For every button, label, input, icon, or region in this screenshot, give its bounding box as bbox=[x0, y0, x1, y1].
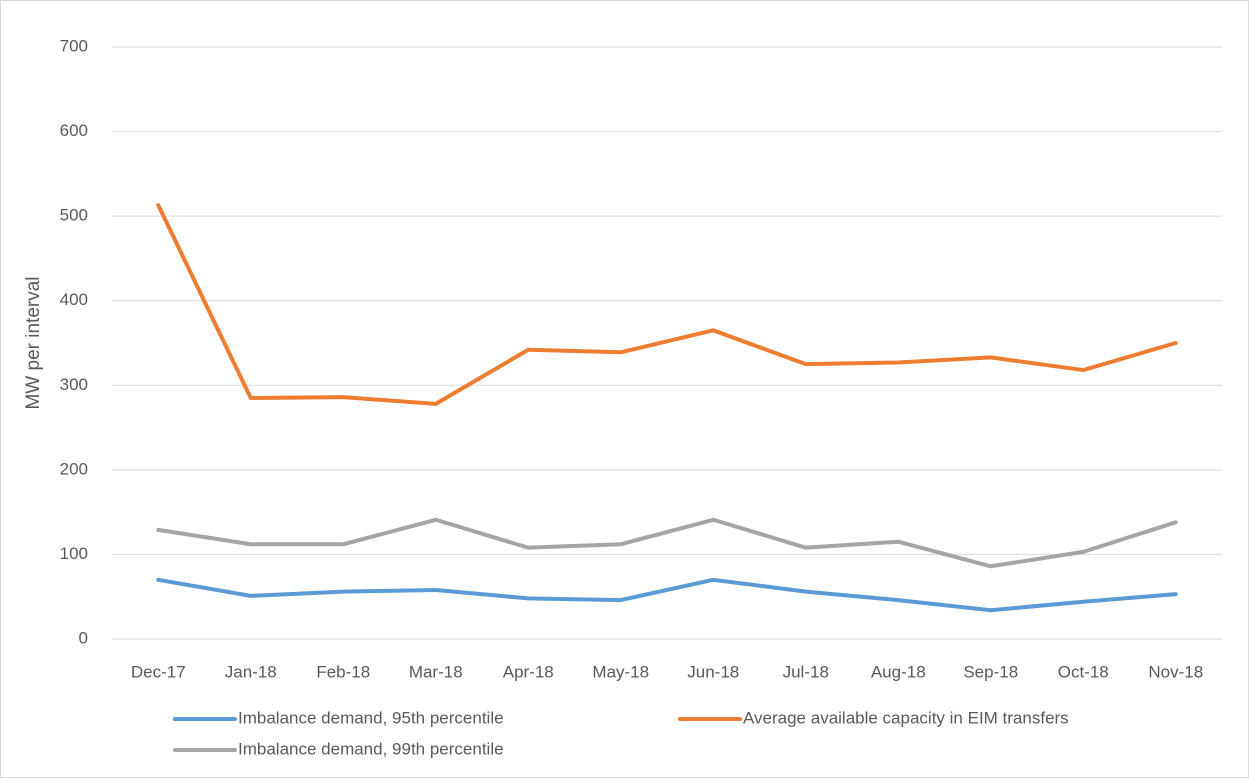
x-tick-label: Sep-18 bbox=[963, 662, 1018, 681]
legend-label: Imbalance demand, 95th percentile bbox=[238, 708, 504, 727]
legend-label: Imbalance demand, 99th percentile bbox=[238, 739, 504, 758]
y-tick-label: 700 bbox=[60, 36, 88, 55]
x-tick-label: Aug-18 bbox=[871, 662, 926, 681]
x-tick-label: Mar-18 bbox=[409, 662, 463, 681]
legend-label: Average available capacity in EIM transf… bbox=[743, 708, 1069, 727]
y-tick-label: 100 bbox=[60, 544, 88, 563]
series-line bbox=[156, 577, 1178, 613]
x-tick-label: May-18 bbox=[592, 662, 649, 681]
x-tick-label: Jan-18 bbox=[225, 662, 277, 681]
x-tick-label: Oct-18 bbox=[1058, 662, 1109, 681]
x-tick-label: Jul-18 bbox=[783, 662, 829, 681]
x-tick-label: Nov-18 bbox=[1148, 662, 1203, 681]
x-tick-label: Feb-18 bbox=[316, 662, 370, 681]
series-line bbox=[156, 517, 1178, 569]
y-tick-label: 500 bbox=[60, 206, 88, 225]
y-tick-label: 600 bbox=[60, 121, 88, 140]
y-tick-label: 300 bbox=[60, 375, 88, 394]
series-line bbox=[156, 203, 1178, 406]
x-tick-label: Apr-18 bbox=[503, 662, 554, 681]
x-tick-label: Jun-18 bbox=[687, 662, 739, 681]
y-tick-label: 200 bbox=[60, 459, 88, 478]
y-axis-title: MW per interval bbox=[23, 276, 44, 409]
x-tick-label: Dec-17 bbox=[131, 662, 186, 681]
y-tick-label: 400 bbox=[60, 290, 88, 309]
y-tick-label: 0 bbox=[79, 628, 88, 647]
